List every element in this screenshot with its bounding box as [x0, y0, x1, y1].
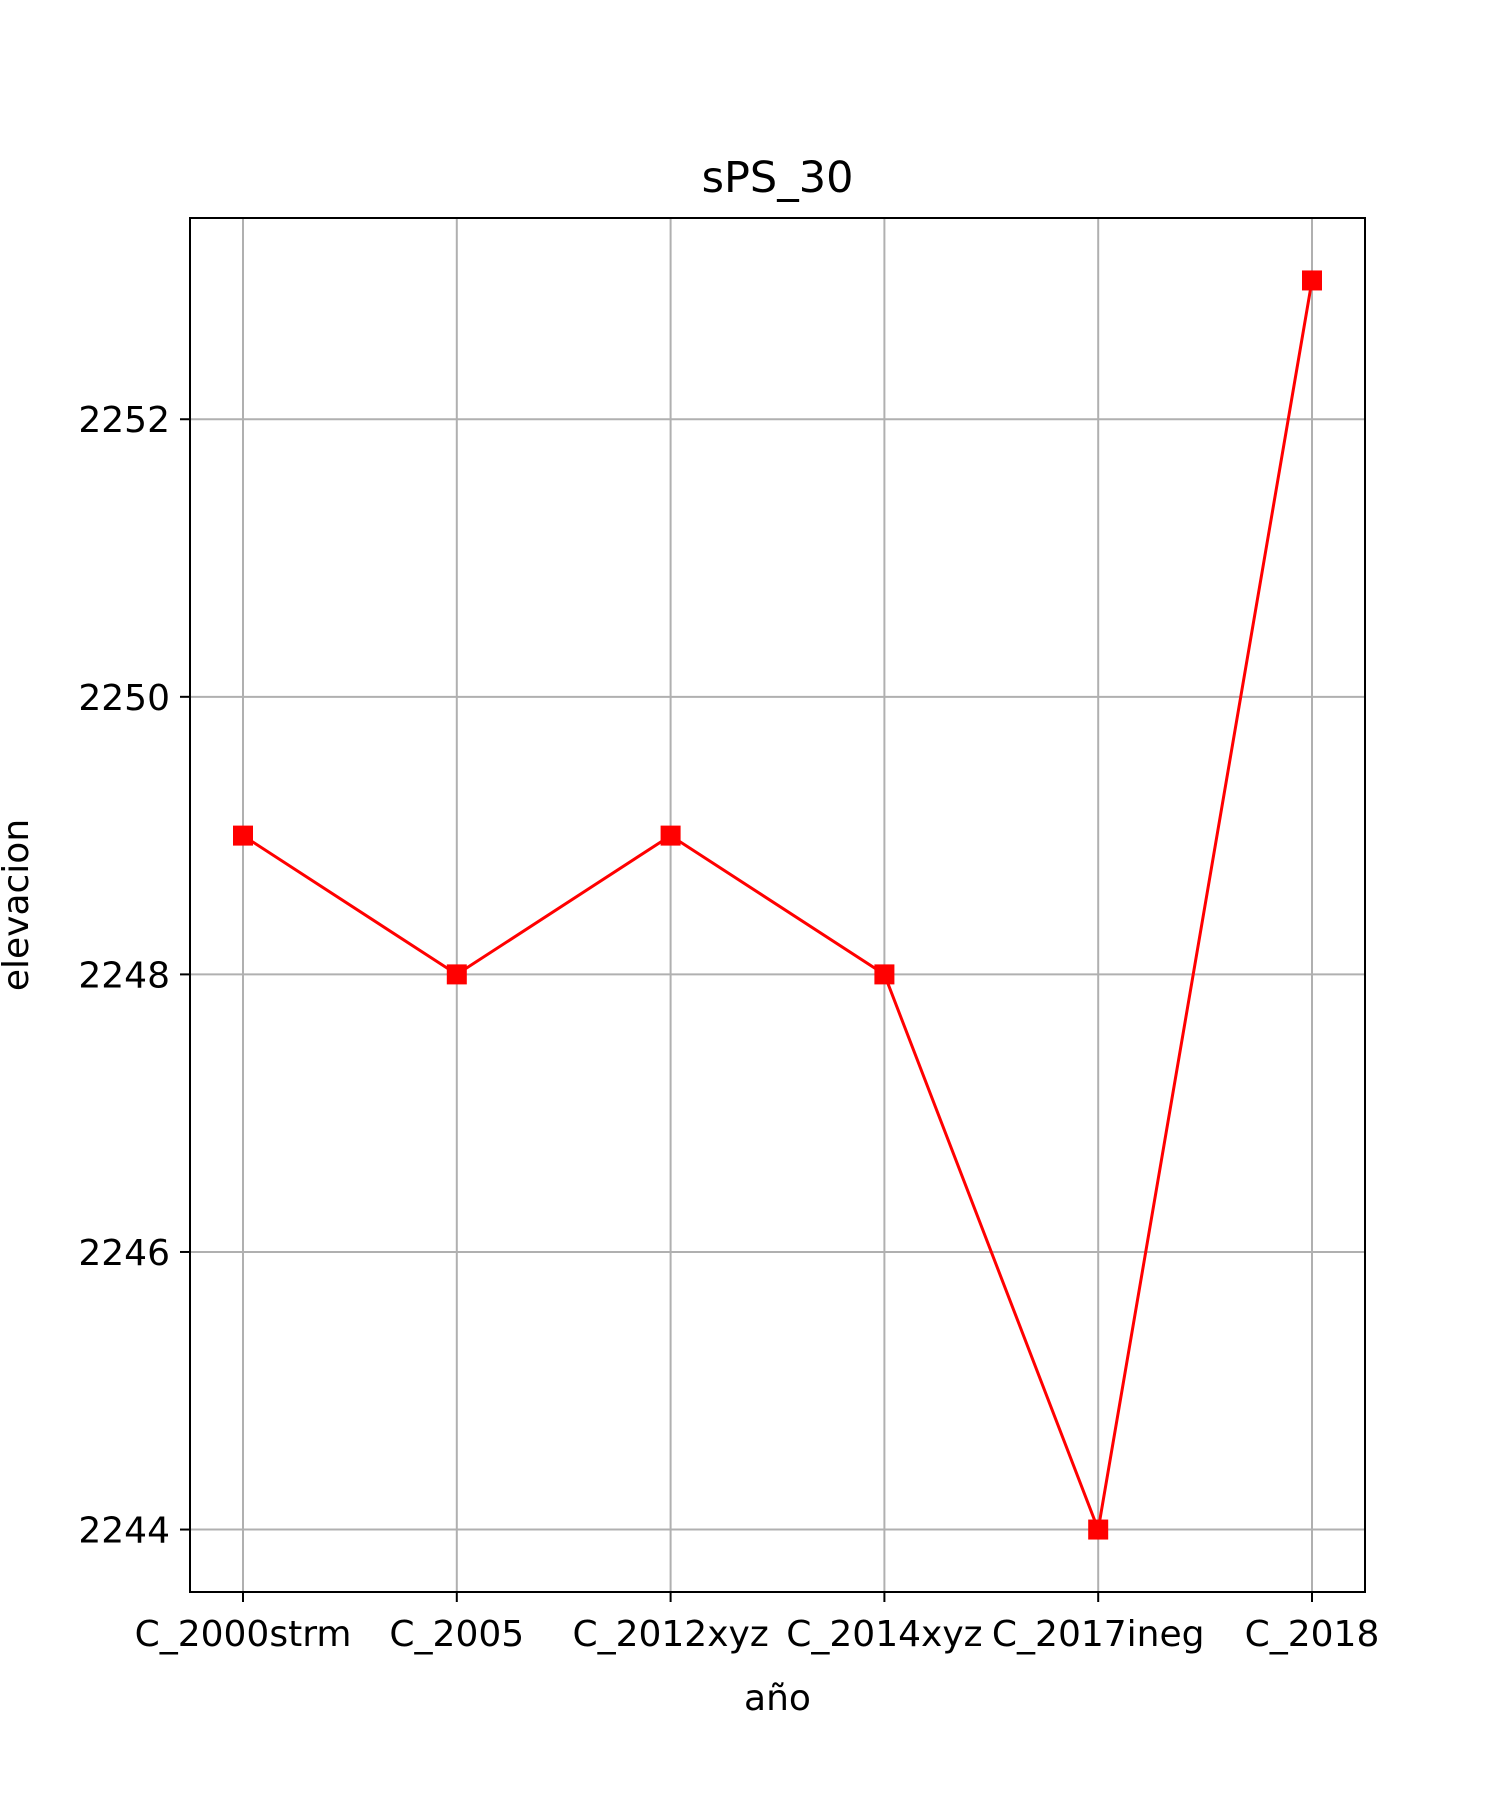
chart-title: sPS_30: [702, 153, 854, 203]
y-tick-label: 2248: [78, 955, 170, 996]
data-point: [446, 964, 467, 985]
data-point: [1088, 1519, 1109, 1540]
y-tick-label: 2250: [78, 678, 170, 719]
data-point: [874, 964, 895, 985]
data-point: [233, 825, 253, 846]
y-tick-label: 2244: [78, 1511, 170, 1552]
x-tick-label: C_2017ineg: [992, 1614, 1205, 1655]
grid: [190, 218, 1365, 1592]
series-layer: [233, 270, 1322, 1540]
y-axis-label: elevacion: [0, 819, 37, 991]
data-point: [660, 825, 681, 846]
x-tick-label: C_2018: [1245, 1614, 1380, 1655]
ticks: C_2000strm C_2005 C_2012xyz C_2014xyz C_2017…: [78, 400, 1379, 1655]
x-tick-label: C_2000strm: [135, 1614, 352, 1655]
plot-frame: [189, 217, 1366, 1593]
y-tick-label: 2246: [78, 1233, 170, 1274]
y-tick-label: 2252: [78, 400, 170, 441]
x-tick-label: C_2005: [389, 1614, 524, 1655]
series-line: [242, 280, 1314, 1536]
x-axis-label: año: [744, 1678, 811, 1719]
data-point: [1302, 270, 1322, 291]
x-tick-label: C_2012xyz: [572, 1614, 768, 1655]
x-tick-label: C_2014xyz: [786, 1614, 982, 1655]
